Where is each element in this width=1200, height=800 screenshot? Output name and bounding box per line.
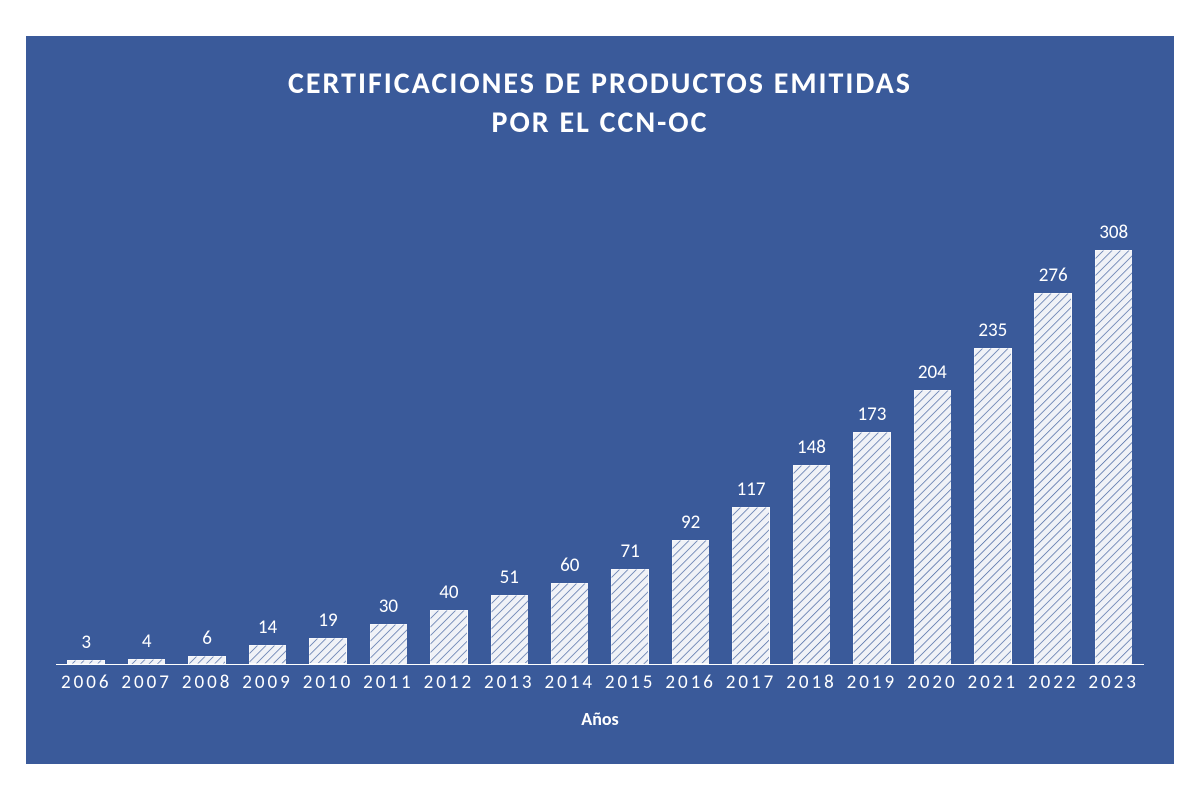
bar-slot: 60 bbox=[540, 554, 600, 664]
x-axis-tick-label: 2023 bbox=[1083, 671, 1143, 694]
x-axis-tick-label: 2011 bbox=[358, 671, 418, 694]
bar bbox=[551, 583, 588, 664]
x-axis-tick-label: 2019 bbox=[842, 671, 902, 694]
x-axis-tick-label: 2018 bbox=[781, 671, 841, 694]
x-axis-tick-label: 2016 bbox=[660, 671, 720, 694]
bar-slot: 71 bbox=[600, 540, 660, 664]
bar-slot: 117 bbox=[721, 478, 781, 664]
bar bbox=[793, 465, 830, 664]
bar bbox=[370, 624, 407, 664]
x-axis-tick-label: 2013 bbox=[479, 671, 539, 694]
bar-value-label: 173 bbox=[857, 403, 886, 426]
bar bbox=[188, 656, 225, 664]
x-axis-tick-label: 2020 bbox=[902, 671, 962, 694]
bar-value-label: 71 bbox=[621, 540, 640, 563]
x-axis-title: Años bbox=[26, 708, 1174, 730]
bar-slot: 30 bbox=[358, 595, 418, 664]
x-axis-tick-label: 2008 bbox=[177, 671, 237, 694]
bar-value-label: 3 bbox=[81, 631, 91, 654]
x-axis-tick-label: 2014 bbox=[540, 671, 600, 694]
bar bbox=[491, 595, 528, 664]
x-axis-tick-label: 2017 bbox=[721, 671, 781, 694]
bar bbox=[1034, 293, 1071, 664]
plot-area: 3 4 6 14 19 30 40 51 60 71 92 117 148 173 204 235 276 308 bbox=[56, 172, 1144, 664]
bar bbox=[430, 610, 467, 664]
bar-slot: 4 bbox=[116, 630, 176, 664]
bar bbox=[974, 348, 1011, 664]
x-axis-tick-label: 2015 bbox=[600, 671, 660, 694]
bar-slot: 19 bbox=[298, 609, 358, 664]
bar-value-label: 19 bbox=[318, 609, 337, 632]
bar-slot: 235 bbox=[963, 319, 1023, 664]
chart-panel: CERTIFICACIONES DE PRODUCTOS EMITIDAS PO… bbox=[26, 36, 1174, 764]
bar-value-label: 308 bbox=[1099, 221, 1128, 244]
bar-slot: 3 bbox=[56, 631, 116, 664]
bar bbox=[611, 569, 648, 664]
page: CERTIFICACIONES DE PRODUCTOS EMITIDAS PO… bbox=[0, 0, 1200, 800]
bar-value-label: 276 bbox=[1039, 264, 1068, 287]
bar bbox=[732, 507, 769, 664]
bar-value-label: 40 bbox=[439, 581, 458, 604]
bar-slot: 6 bbox=[177, 627, 237, 664]
bar-value-label: 92 bbox=[681, 511, 700, 534]
x-axis-tick-label: 2010 bbox=[298, 671, 358, 694]
bar-slot: 308 bbox=[1083, 221, 1143, 664]
x-axis-tick-label: 2021 bbox=[963, 671, 1023, 694]
bar bbox=[672, 540, 709, 664]
bars-row: 3 4 6 14 19 30 40 51 60 71 92 117 148 173 204 235 276 308 bbox=[56, 221, 1144, 664]
bar-value-label: 30 bbox=[379, 595, 398, 618]
bar bbox=[1095, 250, 1132, 664]
bar bbox=[853, 432, 890, 664]
bar-slot: 173 bbox=[842, 403, 902, 664]
bar-slot: 204 bbox=[902, 361, 962, 664]
bar bbox=[249, 645, 286, 664]
bar-value-label: 14 bbox=[258, 616, 277, 639]
x-axis-tick-label: 2009 bbox=[237, 671, 297, 694]
bar-value-label: 204 bbox=[918, 361, 947, 384]
bar bbox=[128, 659, 165, 664]
bar-value-label: 235 bbox=[978, 319, 1007, 342]
bar-value-label: 60 bbox=[560, 554, 579, 577]
bar bbox=[914, 390, 951, 664]
bar bbox=[309, 638, 346, 664]
bar-slot: 148 bbox=[781, 436, 841, 664]
x-axis-tick-label: 2022 bbox=[1023, 671, 1083, 694]
chart-title-line-2: POR EL CCN-OC bbox=[26, 103, 1174, 142]
x-axis-tick-label: 2006 bbox=[56, 671, 116, 694]
x-axis-labels: 2006200720082009201020112012201320142015… bbox=[56, 671, 1144, 694]
bar-slot: 51 bbox=[479, 566, 539, 664]
bar-slot: 40 bbox=[419, 581, 479, 664]
bar-value-label: 148 bbox=[797, 436, 826, 459]
x-axis-tick-label: 2012 bbox=[419, 671, 479, 694]
bar-value-label: 117 bbox=[737, 478, 766, 501]
bar-slot: 276 bbox=[1023, 264, 1083, 664]
bar-value-label: 6 bbox=[202, 627, 212, 650]
bar-value-label: 51 bbox=[500, 566, 519, 589]
x-axis-baseline bbox=[56, 664, 1144, 665]
bar-value-label: 4 bbox=[142, 630, 152, 653]
bar bbox=[67, 660, 104, 664]
chart-title-line-1: CERTIFICACIONES DE PRODUCTOS EMITIDAS bbox=[26, 64, 1174, 103]
bar-slot: 14 bbox=[237, 616, 297, 664]
x-axis-tick-label: 2007 bbox=[116, 671, 176, 694]
chart-title: CERTIFICACIONES DE PRODUCTOS EMITIDAS PO… bbox=[26, 64, 1174, 142]
bar-slot: 92 bbox=[660, 511, 720, 664]
